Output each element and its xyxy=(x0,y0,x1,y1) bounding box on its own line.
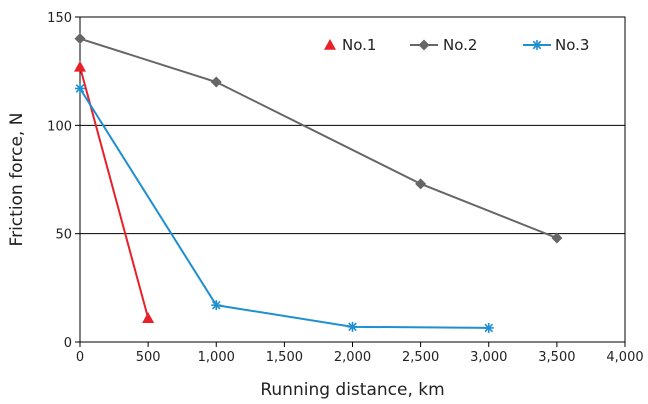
x-tick-label: 3,500 xyxy=(538,350,575,365)
legend-label: No.2 xyxy=(443,36,477,54)
legend-marker-1 xyxy=(324,39,336,50)
data-point xyxy=(75,83,85,94)
x-tick-label: 0 xyxy=(76,350,84,365)
y-tick-label: 0 xyxy=(64,336,72,351)
series-line-2 xyxy=(79,37,558,239)
plot-frame xyxy=(79,16,626,343)
y-tick-label: 150 xyxy=(47,11,72,26)
y-axis-title: Friction force, N xyxy=(7,113,27,247)
series-line-1 xyxy=(79,66,150,319)
x-tick-label: 2,500 xyxy=(402,350,439,365)
data-point xyxy=(74,33,86,45)
x-tick-label: 3,000 xyxy=(470,350,507,365)
axis-ticks: 0 500 1,000 1,500 2,000 2,500 3,000 3,500 4,000 0… xyxy=(47,11,643,365)
legend-marker-2 xyxy=(418,39,430,51)
data-point xyxy=(347,321,358,332)
x-tick-label: 500 xyxy=(136,350,161,365)
data-point xyxy=(483,322,494,333)
x-tick-label: 1,500 xyxy=(266,350,303,365)
data-point xyxy=(211,300,222,311)
series-line-3 xyxy=(79,87,489,329)
data-point xyxy=(210,76,222,88)
data-markers xyxy=(74,33,563,333)
x-axis-title: Running distance, km xyxy=(260,380,444,400)
x-tick-label: 4,000 xyxy=(606,350,643,365)
data-point xyxy=(142,312,155,323)
y-tick-label: 100 xyxy=(47,119,72,134)
legend-label: No.3 xyxy=(555,36,589,54)
data-point xyxy=(74,60,86,72)
legend-marker-3 xyxy=(532,40,542,50)
legend: No.1 No.2 No.3 xyxy=(324,36,589,54)
legend-label: No.1 xyxy=(342,36,376,54)
data-point xyxy=(415,178,427,190)
y-tick-label: 50 xyxy=(55,228,72,243)
series-lines xyxy=(79,37,558,329)
data-point xyxy=(551,232,563,244)
x-tick-label: 1,000 xyxy=(198,350,235,365)
x-tick-label: 2,000 xyxy=(334,350,371,365)
